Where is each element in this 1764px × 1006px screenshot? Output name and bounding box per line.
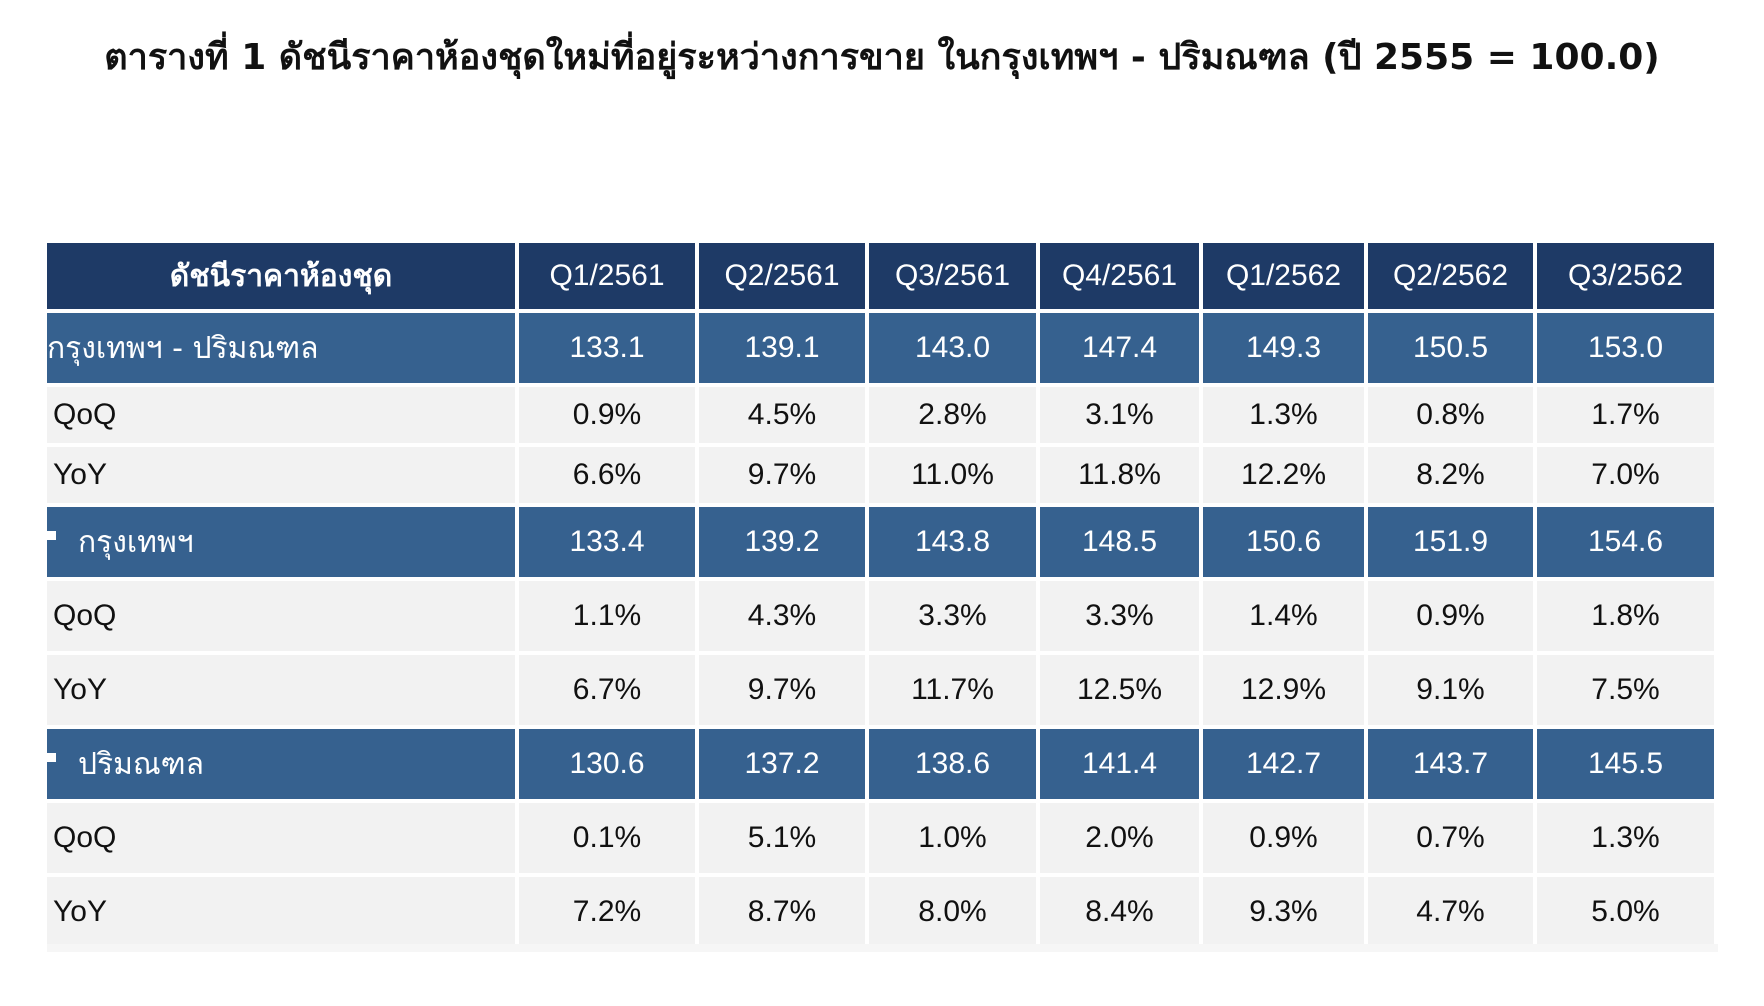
qoq-row-vicinity: QoQ 0.1% 5.1% 1.0% 2.0% 0.9% 0.7% 1.3% [47,803,1714,873]
table-cell: 0.8% [1368,387,1533,443]
bullet-icon [47,530,56,540]
table-cell: 9.3% [1203,877,1364,947]
header-cell-label: ดัชนีราคาห้องชุด [47,243,515,309]
table-cell: 3.1% [1040,387,1199,443]
table-cell: 5.0% [1537,877,1714,947]
table-cell: 11.0% [869,447,1036,503]
table-cell: 0.9% [519,387,695,443]
table-cell: 6.7% [519,655,695,725]
yoy-row-bangkok-vicinity: YoY 6.6% 9.7% 11.0% 11.8% 12.2% 8.2% 7.0… [47,447,1714,503]
table-cell: 137.2 [699,729,865,799]
row-label: QoQ [47,581,515,651]
table-cell: 150.6 [1203,507,1364,577]
table-cell: 139.2 [699,507,865,577]
row-label: QoQ [47,387,515,443]
table-cell: 2.8% [869,387,1036,443]
price-index-table: ดัชนีราคาห้องชุด Q1/2561 Q2/2561 Q3/2561… [43,239,1718,951]
table-cell: 0.9% [1203,803,1364,873]
header-cell-q3-2561: Q3/2561 [869,243,1036,309]
row-label: กรุงเทพฯ [47,507,515,577]
table-cell: 130.6 [519,729,695,799]
table-cell: 1.1% [519,581,695,651]
table-cell: 139.1 [699,313,865,383]
table-cell: 8.0% [869,877,1036,947]
table-cell: 133.4 [519,507,695,577]
table-cell: 1.4% [1203,581,1364,651]
table-cell: 143.8 [869,507,1036,577]
table-cell: 4.5% [699,387,865,443]
table-cell: 149.3 [1203,313,1364,383]
table-cell: 0.7% [1368,803,1533,873]
table-cell: 138.6 [869,729,1036,799]
table-cell: 4.3% [699,581,865,651]
table-cell: 148.5 [1040,507,1199,577]
table-cell: 133.1 [519,313,695,383]
row-label: YoY [47,447,515,503]
header-cell-q2-2561: Q2/2561 [699,243,865,309]
header-cell-q1-2561: Q1/2561 [519,243,695,309]
table-cell: 153.0 [1537,313,1714,383]
header-cell-q1-2562: Q1/2562 [1203,243,1364,309]
table-cell: 143.7 [1368,729,1533,799]
table-cell: 7.5% [1537,655,1714,725]
header-cell-q4-2561: Q4/2561 [1040,243,1199,309]
table-cell: 12.5% [1040,655,1199,725]
table-title: ตารางที่ 1 ดัชนีราคาห้องชุดใหม่ที่อยู่ระ… [104,37,1660,78]
table-cell: 1.8% [1537,581,1714,651]
row-label: QoQ [47,803,515,873]
table-bottom-divider [47,944,1718,952]
header-cell-q2-2562: Q2/2562 [1368,243,1533,309]
row-label-text: กรุงเทพฯ - ปริมณฑล [47,330,319,366]
table-cell: 147.4 [1040,313,1199,383]
row-label: YoY [47,877,515,947]
table-cell: 151.9 [1368,507,1533,577]
table-cell: 2.0% [1040,803,1199,873]
header-row: ดัชนีราคาห้องชุด Q1/2561 Q2/2561 Q3/2561… [47,243,1714,309]
table-cell: 8.7% [699,877,865,947]
row-label: YoY [47,655,515,725]
table-cell: 9.7% [699,655,865,725]
table-cell: 7.2% [519,877,695,947]
table-cell: 145.5 [1537,729,1714,799]
index-row-vicinity: ปริมณฑล 130.6 137.2 138.6 141.4 142.7 14… [47,729,1714,799]
index-row-bangkok-vicinity: กรุงเทพฯ - ปริมณฑล 133.1 139.1 143.0 147… [47,313,1714,383]
table-cell: 7.0% [1537,447,1714,503]
table-cell: 12.2% [1203,447,1364,503]
table-cell: 1.0% [869,803,1036,873]
yoy-row-bangkok: YoY 6.7% 9.7% 11.7% 12.5% 12.9% 9.1% 7.5… [47,655,1714,725]
table-cell: 8.4% [1040,877,1199,947]
yoy-row-vicinity: YoY 7.2% 8.7% 8.0% 8.4% 9.3% 4.7% 5.0% [47,877,1714,947]
table-cell: 0.1% [519,803,695,873]
table-cell: 9.1% [1368,655,1533,725]
table-cell: 1.3% [1537,803,1714,873]
row-label-text: ปริมณฑล [78,746,205,782]
table-cell: 6.6% [519,447,695,503]
table-cell: 3.3% [869,581,1036,651]
table-cell: 11.7% [869,655,1036,725]
index-row-bangkok: กรุงเทพฯ 133.4 139.2 143.8 148.5 150.6 1… [47,507,1714,577]
table-cell: 154.6 [1537,507,1714,577]
qoq-row-bangkok-vicinity: QoQ 0.9% 4.5% 2.8% 3.1% 1.3% 0.8% 1.7% [47,387,1714,443]
table-cell: 141.4 [1040,729,1199,799]
table-cell: 9.7% [699,447,865,503]
table-cell: 12.9% [1203,655,1364,725]
table-cell: 142.7 [1203,729,1364,799]
table-cell: 150.5 [1368,313,1533,383]
header-cell-q3-2562: Q3/2562 [1537,243,1714,309]
table-cell: 5.1% [699,803,865,873]
table-cell: 4.7% [1368,877,1533,947]
table-cell: 1.3% [1203,387,1364,443]
table-cell: 0.9% [1368,581,1533,651]
qoq-row-bangkok: QoQ 1.1% 4.3% 3.3% 3.3% 1.4% 0.9% 1.8% [47,581,1714,651]
row-label: กรุงเทพฯ - ปริมณฑล [47,313,515,383]
row-label-text: กรุงเทพฯ [78,524,194,560]
row-label: ปริมณฑล [47,729,515,799]
bullet-icon [47,752,56,762]
table-cell: 3.3% [1040,581,1199,651]
table-cell: 11.8% [1040,447,1199,503]
table-cell: 143.0 [869,313,1036,383]
table-cell: 1.7% [1537,387,1714,443]
table-cell: 8.2% [1368,447,1533,503]
